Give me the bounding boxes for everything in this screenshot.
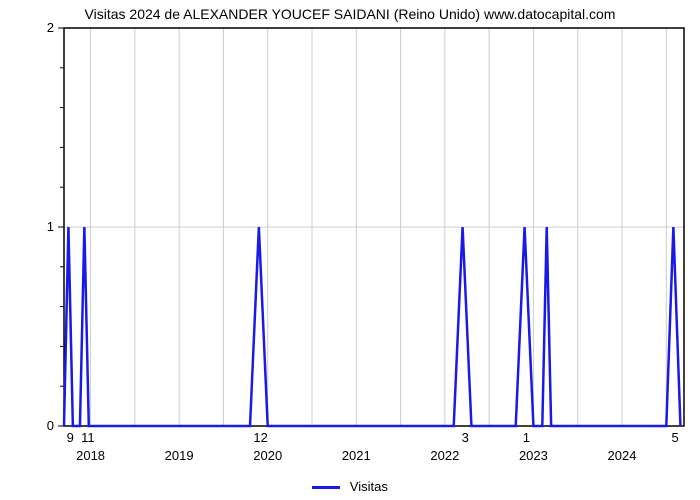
chart-figure: Visitas 2024 de ALEXANDER YOUCEF SAIDANI… (0, 0, 700, 500)
svg-text:2018: 2018 (76, 448, 105, 463)
svg-text:12: 12 (253, 430, 267, 445)
svg-text:1: 1 (47, 219, 54, 234)
svg-text:5: 5 (672, 430, 679, 445)
svg-text:9: 9 (67, 430, 74, 445)
svg-text:2021: 2021 (342, 448, 371, 463)
svg-text:2020: 2020 (253, 448, 282, 463)
legend: Visitas (0, 479, 700, 494)
svg-text:1: 1 (523, 430, 530, 445)
svg-text:0: 0 (47, 418, 54, 433)
svg-text:2022: 2022 (430, 448, 459, 463)
chart-title: Visitas 2024 de ALEXANDER YOUCEF SAIDANI… (0, 6, 700, 22)
svg-text:3: 3 (462, 430, 469, 445)
svg-text:2: 2 (47, 20, 54, 35)
svg-text:2019: 2019 (165, 448, 194, 463)
legend-label: Visitas (350, 479, 388, 494)
svg-text:11: 11 (81, 430, 95, 445)
line-chart-svg: 012201820192020202120222023202491112315 (0, 0, 700, 500)
svg-text:2023: 2023 (519, 448, 548, 463)
svg-text:2024: 2024 (608, 448, 637, 463)
legend-swatch (312, 486, 340, 489)
